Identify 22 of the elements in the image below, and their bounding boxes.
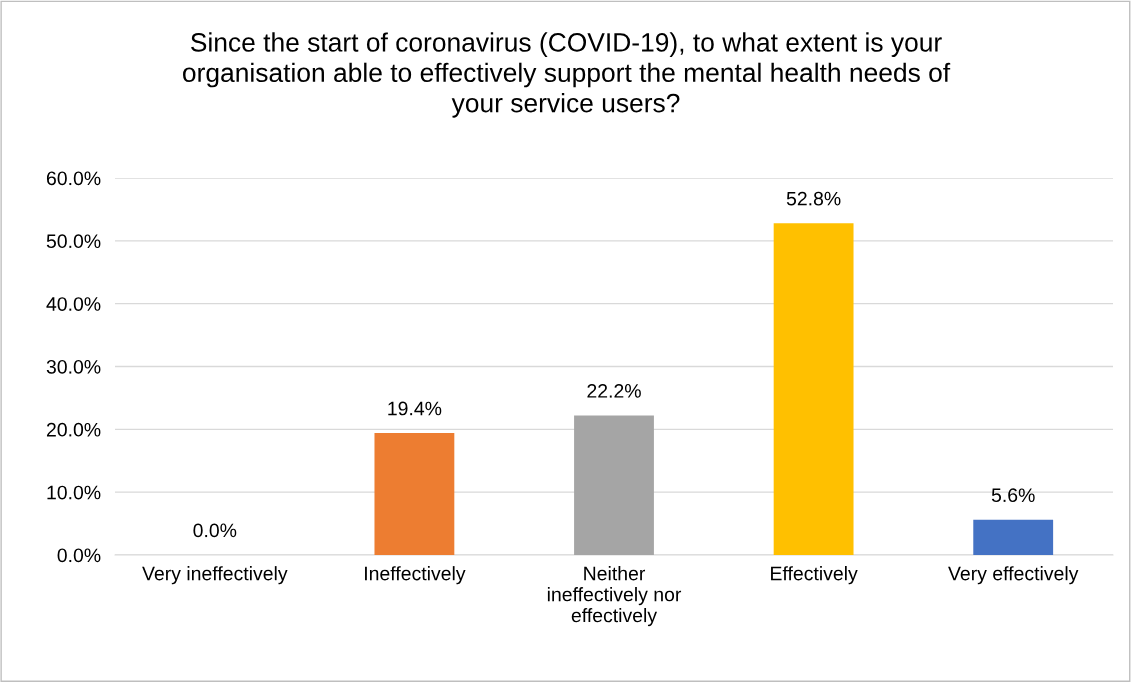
y-tick-label: 20.0%	[46, 422, 101, 437]
data-label: 52.8%	[786, 191, 841, 206]
y-tick-label: 40.0%	[46, 297, 101, 311]
y-tick-label: 60.0%	[46, 171, 101, 186]
bar	[374, 433, 455, 555]
y-tick-label: 10.0%	[47, 485, 101, 500]
x-tick-label: Very effectively	[948, 566, 1079, 585]
x-tick-label: Effectively	[771, 566, 858, 585]
chart-title: Since the start of coronavirus (COVID-19), to what extent is your organisation able to effectively support the mental health needs of your service users?	[183, 32, 951, 118]
bar	[973, 519, 1054, 555]
x-tick-label: Very ineffectively	[142, 566, 288, 585]
bar	[574, 415, 654, 555]
x-tick-label: Ineffectively	[365, 566, 466, 585]
data-label: 22.2%	[587, 384, 641, 398]
bar	[773, 223, 854, 555]
data-label: 5.6%	[991, 488, 1035, 503]
data-label: 0.0%	[193, 523, 237, 538]
data-label: 19.4%	[388, 401, 442, 416]
y-tick-label: 50.0%	[46, 234, 101, 249]
y-tick-label: 0.0%	[57, 548, 101, 563]
y-tick-label: 30.0%	[46, 359, 101, 374]
x-tick-label: Neither ineffectively nor effectively	[547, 566, 682, 627]
